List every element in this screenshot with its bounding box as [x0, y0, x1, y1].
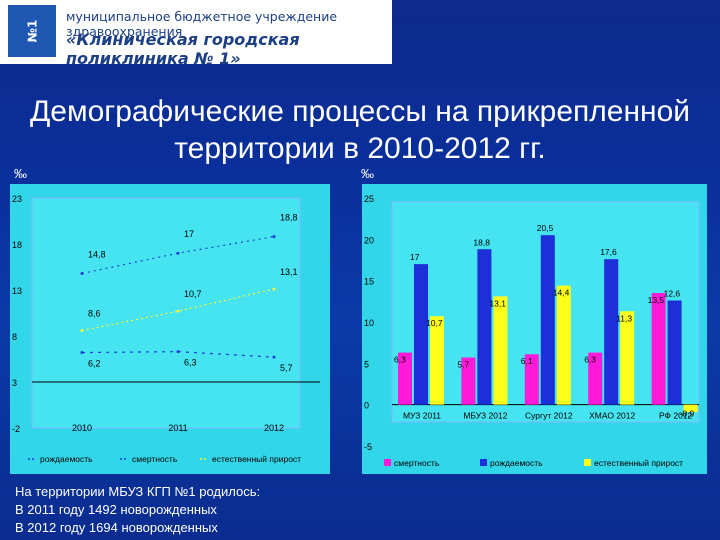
line-data-label: 18,8 [280, 213, 298, 223]
bar-data-label: 17,6 [600, 247, 617, 257]
bar-data-label: 6,3 [394, 355, 406, 365]
bar-data-label: 10,7 [426, 318, 443, 328]
bar [477, 249, 492, 405]
bar-y-tick-label: 20 [364, 235, 374, 245]
line-point [272, 235, 276, 239]
line-y-tick-label: 23 [12, 194, 22, 204]
bar-data-label: 6,3 [584, 355, 596, 365]
line-data-label: 8,6 [88, 308, 101, 318]
bar-y-tick-label: 15 [364, 277, 374, 287]
line-point [176, 350, 180, 354]
line-data-label: 13,1 [280, 267, 298, 277]
line-series-1 [81, 236, 275, 275]
bar-legend-swatch [384, 459, 391, 466]
bar-data-label: 13,5 [648, 295, 665, 305]
bar-category-label: Сургут 2012 [525, 411, 573, 421]
bar [461, 357, 476, 405]
footer-line2: В 2011 году 1492 новорожденных [15, 502, 217, 517]
bar [651, 293, 666, 405]
line-point [80, 271, 84, 275]
bar-y-tick-label: -5 [364, 442, 372, 452]
line-legend-label: естественный прирост [212, 454, 301, 464]
line-data-label: 6,2 [88, 359, 101, 369]
line-legend-label: рождаемость [40, 454, 93, 464]
logo-banner: №1 муниципальное бюджетное учреждение зд… [0, 0, 392, 68]
logo-institution-name: «Клиническая городская поликлиника № 1» [66, 30, 300, 68]
bar [540, 235, 555, 405]
line-legend-label: смертность [132, 454, 178, 464]
line-point [176, 309, 180, 313]
line-point [80, 328, 84, 332]
line-data-label: 5,7 [280, 363, 293, 373]
bar-data-label: 12,6 [664, 289, 681, 299]
bar-chart-panel: 25 20 15 10 5 0 -5 6,3 17 10,7 МУЗ 2011 5,7 18,8 13,1… [362, 184, 707, 474]
bar [493, 296, 508, 405]
slide-title-line2: территории в 2010-2012 гг. [174, 132, 546, 165]
bar-chart: 25 20 15 10 5 0 -5 6,3 17 10,7 МУЗ 2011 5,7 18,8 13,1… [364, 194, 700, 468]
bar [556, 285, 571, 405]
line-x-tick-label: 2010 [72, 423, 92, 433]
line-chart: 23 18 13 8 3 -2 2010 2011 2012 14,8 17 18,8 6,2 6,3 5,… [12, 194, 320, 464]
bar [398, 352, 412, 405]
bar-y-tick-label: 25 [364, 194, 374, 204]
bar-data-label: 11,3 [616, 313, 632, 323]
line-y-tick-label: 3 [12, 378, 17, 388]
bar [430, 316, 444, 405]
bar [683, 404, 698, 413]
line-data-label: 10,7 [184, 289, 202, 299]
bar-data-label: 14,4 [553, 288, 570, 298]
bar-data-label: 17 [410, 252, 420, 262]
line-chart-panel: 23 18 13 8 3 -2 2010 2011 2012 14,8 17 18,8 6,2 6,3 5,… [10, 184, 330, 474]
line-y-tick-label: 13 [12, 286, 22, 296]
line-point [272, 287, 276, 291]
bar-data-label: 5,7 [457, 360, 469, 370]
footer-line3: В 2012 году 1694 новорожденных [15, 520, 218, 535]
footer-line1: На территории МБУЗ КГП №1 родилось: [15, 484, 261, 499]
bar [414, 264, 428, 405]
bar-data-label: 18,8 [473, 237, 490, 247]
bar-category-label: МБУЗ 2012 [463, 411, 507, 421]
right-chart-unit: ‰ [361, 166, 374, 181]
bar-category-label: РФ 2012 [659, 411, 693, 421]
line-x-tick-label: 2011 [168, 423, 187, 433]
slide-title-line1: Демографические процессы на прикрепленно… [29, 95, 691, 128]
bar-legend-label: рождаемость [490, 458, 543, 468]
bar-legend-swatch [584, 459, 591, 466]
bar-category-label: МУЗ 2011 [403, 411, 441, 421]
bar-data-label: 6,1 [521, 356, 533, 366]
bar-legend-label: естественный прирост [594, 458, 683, 468]
bar-data-label: 13,1 [489, 298, 506, 308]
bar-y-tick-label: 0 [364, 401, 369, 411]
bar-legend-label: смертность [394, 458, 440, 468]
bar [524, 354, 539, 405]
bar [588, 352, 603, 405]
bar-category-label: ХМАО 2012 [589, 411, 635, 421]
line-x-tick-label: 2012 [264, 423, 284, 433]
bar-data-label: 20,5 [537, 223, 554, 233]
left-chart-unit: ‰ [14, 166, 27, 181]
bar-data-label: -0,9 [680, 409, 695, 419]
bar [620, 311, 635, 405]
bar-y-tick-label: 10 [364, 318, 374, 328]
line-y-tick-label: 8 [12, 332, 17, 342]
line-point [272, 355, 276, 359]
bar-y-tick-label: 5 [364, 359, 369, 369]
line-data-label: 6,3 [184, 358, 197, 368]
line-point [176, 251, 180, 255]
slide-title: Демографические процессы на прикрепленно… [0, 93, 720, 167]
line-data-label: 14,8 [88, 249, 106, 259]
line-point [80, 351, 84, 355]
logo-badge-text: №1 [24, 19, 39, 43]
bar-legend-swatch [480, 459, 487, 466]
line-y-tick-label: -2 [12, 424, 20, 434]
logo-emblem: №1 [8, 5, 56, 57]
bar [667, 300, 682, 405]
footer-text: На территории МБУЗ КГП №1 родилось: В 20… [15, 483, 260, 537]
line-data-label: 17 [184, 229, 194, 239]
line-y-tick-label: 18 [12, 240, 22, 250]
bar [604, 259, 619, 405]
logo-institution-type: муниципальное бюджетное учреждение здрав… [66, 9, 338, 39]
